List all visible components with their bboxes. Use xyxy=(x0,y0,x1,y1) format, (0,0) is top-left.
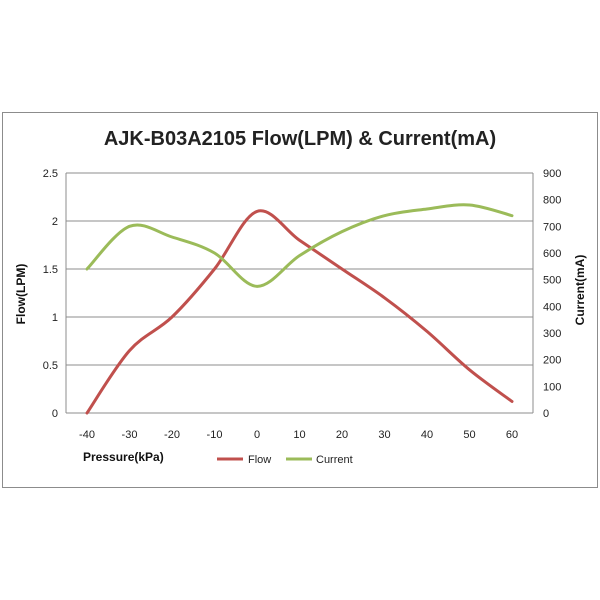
y2-tick-label: 700 xyxy=(543,221,561,233)
y-tick-label: 1.5 xyxy=(43,264,58,276)
y2-tick-label: 0 xyxy=(543,408,549,420)
legend-label-flow: Flow xyxy=(248,454,271,466)
y-tick-label: 1 xyxy=(52,312,58,324)
y-tick-label: 2 xyxy=(52,216,58,228)
y2-tick-label: 800 xyxy=(543,195,561,207)
y2-tick-label: 300 xyxy=(543,328,561,340)
y2-tick-label: 500 xyxy=(543,275,561,287)
x-tick-label: 40 xyxy=(421,429,433,441)
y-tick-label: 0 xyxy=(52,408,58,420)
legend: Flow Current xyxy=(217,454,353,466)
y-tick-label: 0.5 xyxy=(43,360,58,372)
x-tick-label: -10 xyxy=(207,429,223,441)
x-tick-label: 20 xyxy=(336,429,348,441)
y2-tick-label: 400 xyxy=(543,301,561,313)
tick-labels: 00.511.522.50100200300400500600700800900… xyxy=(43,168,562,441)
y-axis-title-right: Current(mA) xyxy=(573,255,587,326)
series-line-flow xyxy=(85,209,514,415)
x-tick-label: -40 xyxy=(79,429,95,441)
y2-tick-label: 600 xyxy=(543,248,561,260)
chart-border xyxy=(2,112,598,488)
x-tick-label: 50 xyxy=(463,429,475,441)
x-tick-label: -20 xyxy=(164,429,180,441)
legend-label-current: Current xyxy=(316,454,353,466)
chart-title: AJK-B03A2105 Flow(LPM) & Current(mA) xyxy=(104,128,496,150)
x-tick-label: 60 xyxy=(506,429,518,441)
x-axis-title: Pressure(kPa) xyxy=(83,450,164,464)
grid xyxy=(65,172,534,414)
y2-tick-label: 900 xyxy=(543,168,561,180)
x-tick-label: 10 xyxy=(293,429,305,441)
x-tick-label: -30 xyxy=(122,429,138,441)
series-lines xyxy=(85,203,514,415)
x-tick-label: 0 xyxy=(254,429,260,441)
x-tick-label: 30 xyxy=(378,429,390,441)
y2-tick-label: 100 xyxy=(543,381,561,393)
y2-tick-label: 200 xyxy=(543,355,561,367)
y-tick-label: 2.5 xyxy=(43,168,58,180)
y-axis-title-left: Flow(LPM) xyxy=(14,264,28,325)
